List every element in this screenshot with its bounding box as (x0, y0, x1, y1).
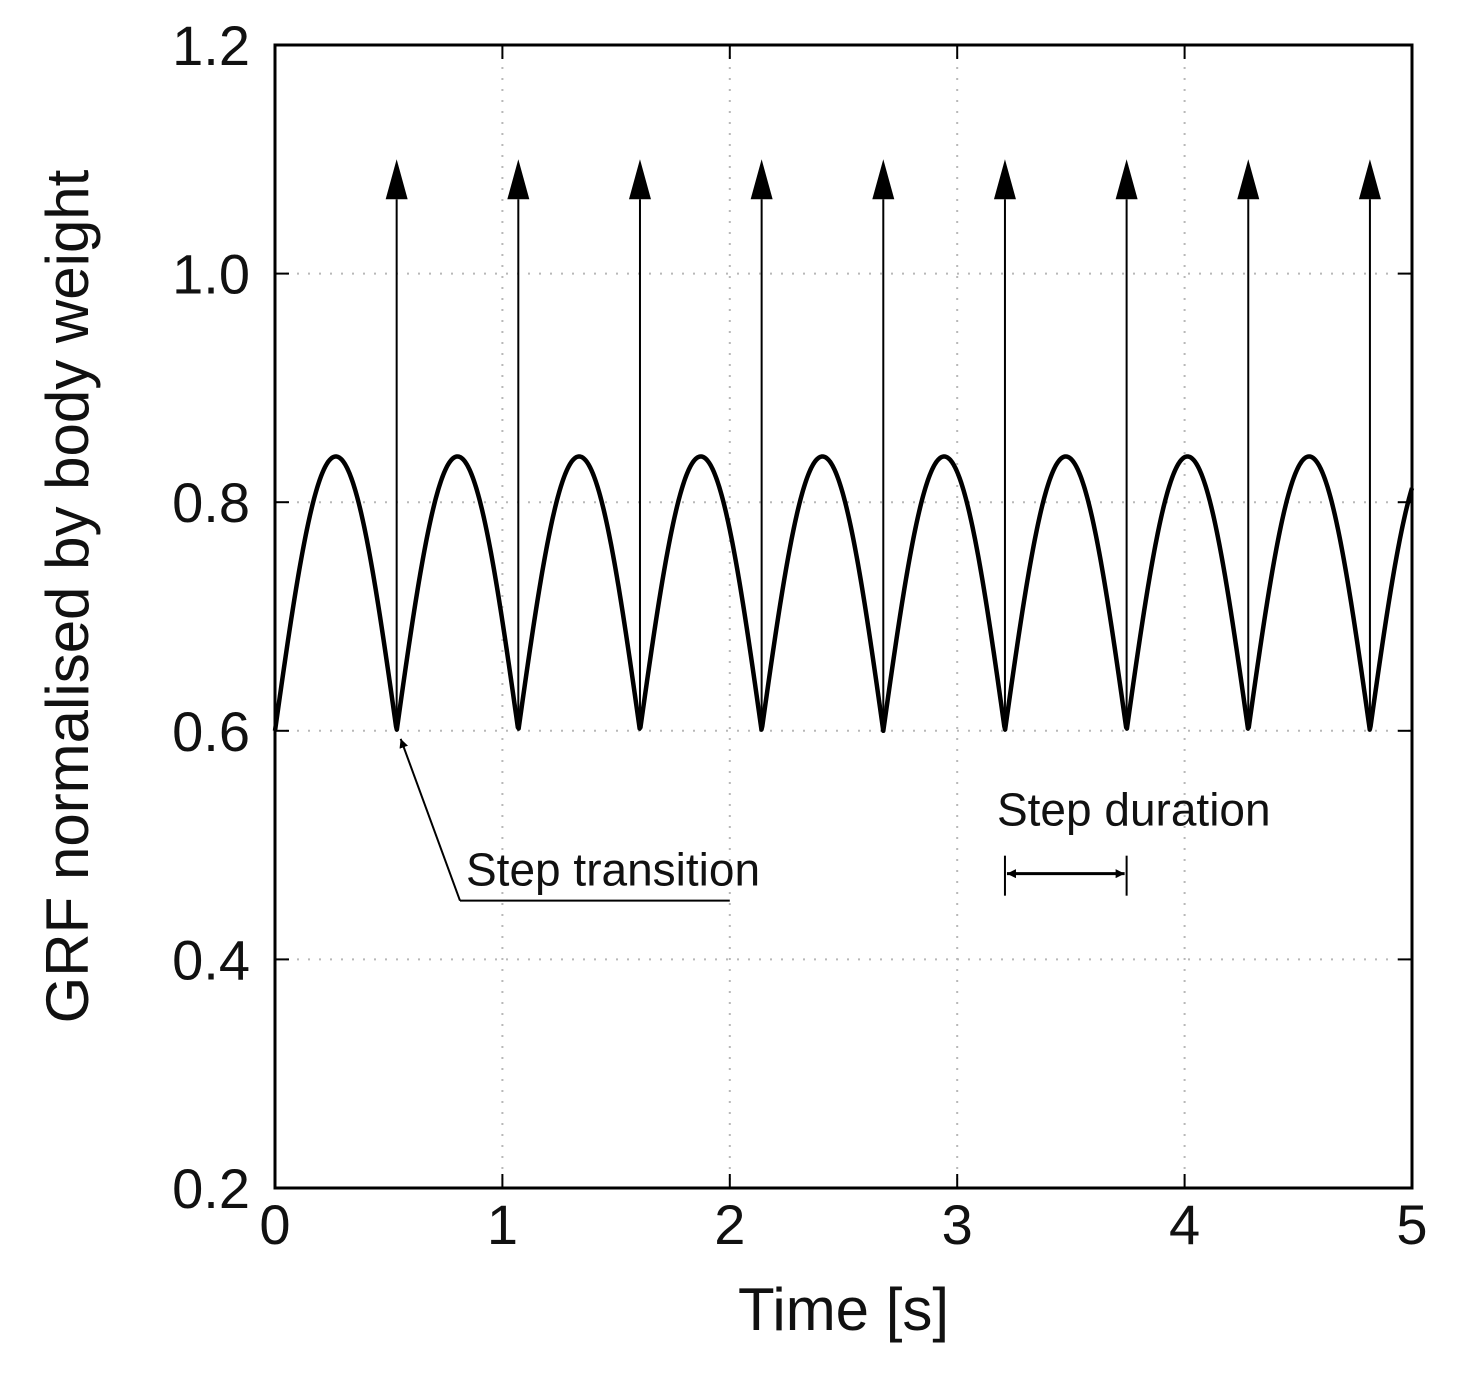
grid (275, 45, 1412, 1188)
y-tick-label: 0.6 (172, 700, 250, 763)
x-tick-label: 1 (487, 1193, 518, 1256)
y-tick-label: 0.4 (172, 928, 250, 991)
x-tick-label: 2 (714, 1193, 745, 1256)
impulse-arrow-head (385, 159, 408, 200)
y-tick-label: 0.2 (172, 1157, 250, 1220)
x-tick-label: 4 (1169, 1193, 1200, 1256)
x-tick-label: 0 (259, 1193, 290, 1256)
y-tick-label: 1.2 (172, 14, 250, 77)
impulse-arrow-head (507, 159, 530, 200)
series-layer (272, 454, 1415, 734)
plot-frame (273, 43, 1414, 1190)
impulse-arrow-head (993, 159, 1016, 200)
step-transition-label: Step transition (466, 844, 760, 896)
y-tick-label: 0.8 (172, 471, 250, 534)
step-duration-label: Step duration (997, 784, 1271, 836)
impulse-arrow-head (1237, 159, 1260, 200)
x-axis-label: Time [s] (738, 1276, 949, 1343)
impulse-arrow-head (872, 159, 895, 200)
y-tick-label: 1.0 (172, 243, 250, 306)
impulse-arrow-head (750, 159, 773, 200)
grf-series-line (272, 454, 1415, 734)
annotations: Step transition Step duration (399, 738, 1271, 902)
y-axis-label: GRF normalised by body weight (34, 169, 101, 1023)
axis-ticks: 0 1 2 3 4 5 0.2 0.4 0.6 0.8 1.0 1.2 (172, 14, 1427, 1256)
impulse-arrow-head (628, 159, 651, 200)
impulse-arrow-head (1358, 159, 1381, 200)
impulse-arrow-head (1115, 159, 1138, 200)
x-tick-label: 5 (1396, 1193, 1427, 1256)
step-transition-leader (399, 738, 461, 902)
step-impulse-arrows (385, 159, 1381, 731)
x-tick-label: 3 (942, 1193, 973, 1256)
